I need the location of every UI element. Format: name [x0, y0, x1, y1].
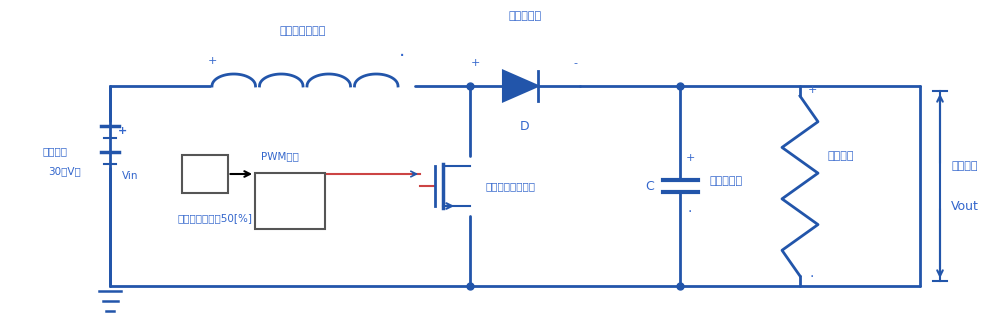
Text: +: +: [470, 58, 480, 68]
Text: 入力電圧: 入力電圧: [43, 146, 68, 156]
Text: ·: ·: [688, 205, 692, 219]
Text: 30［V］: 30［V］: [49, 166, 81, 176]
Text: C: C: [646, 179, 654, 193]
Text: Vin: Vin: [122, 171, 138, 181]
Text: ダイオード: ダイオード: [508, 11, 542, 21]
Text: PWM生成: PWM生成: [261, 152, 299, 162]
Text: コンデンサ: コンデンサ: [710, 176, 743, 186]
FancyBboxPatch shape: [255, 173, 325, 228]
Text: ·: ·: [810, 270, 814, 284]
Text: PWM Generator: PWM Generator: [256, 199, 324, 208]
Text: 0.5: 0.5: [195, 168, 215, 180]
Text: +: +: [685, 153, 695, 163]
Text: ·: ·: [399, 47, 405, 66]
Text: +: +: [807, 85, 817, 95]
Text: 負荷抵抗: 負荷抵抗: [828, 151, 854, 161]
Text: +: +: [207, 56, 217, 66]
Text: Vout: Vout: [951, 200, 979, 212]
Text: スイッチング素子: スイッチング素子: [485, 181, 535, 191]
Text: チョークコイル: チョークコイル: [279, 26, 326, 36]
Polygon shape: [503, 71, 538, 101]
FancyBboxPatch shape: [182, 155, 228, 193]
Text: D: D: [520, 120, 530, 132]
Text: 出力電圧: 出力電圧: [952, 161, 978, 171]
Text: デューティ比：50[%]: デューティ比：50[%]: [178, 213, 252, 223]
Text: +: +: [118, 126, 127, 136]
Text: -: -: [573, 58, 577, 68]
